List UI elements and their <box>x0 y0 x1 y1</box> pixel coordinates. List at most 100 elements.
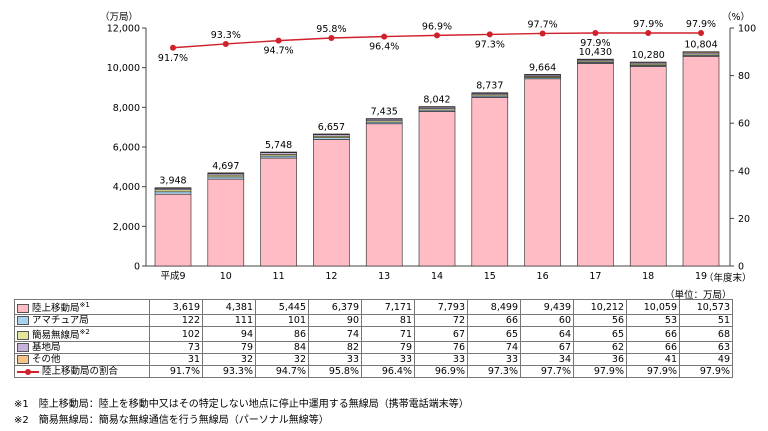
table-cell: 67 <box>520 341 574 355</box>
table-row: 陸上移動局※1 3,619 4,381 5,445 6,379 7,171 7,793 8,4… <box>14 298 733 316</box>
table-cell: 93.3% <box>202 365 256 379</box>
total-label: 7,435 <box>371 107 398 118</box>
bar-segment <box>313 133 350 135</box>
table-cell: 56 <box>573 314 627 328</box>
bar-segment <box>207 172 245 174</box>
ratio-label: 94.7% <box>264 46 294 57</box>
y-axis-label: （万局） <box>100 11 138 23</box>
table-cell: 66 <box>626 341 680 355</box>
bar-segment <box>418 106 456 108</box>
bar-segment <box>524 74 561 76</box>
ratio-point <box>275 37 282 44</box>
ratio-point <box>698 29 704 36</box>
row-label-text: アマチュア局 <box>32 315 89 327</box>
table-cell: 97.9% <box>573 365 627 379</box>
table-cell: 67 <box>414 326 468 343</box>
table-cell: 62 <box>573 341 627 355</box>
y2-tick-label: 40 <box>738 166 750 177</box>
y2-axis-label: （%） <box>722 11 750 23</box>
y2-tick-label: 0 <box>738 262 744 273</box>
x-tick-label: 10 <box>220 271 232 282</box>
bar-segment <box>154 187 192 189</box>
table-cell: 90 <box>308 314 362 328</box>
ratio-label: 97.9% <box>580 38 610 49</box>
y-axis-ticks: 0 2,000 4,000 6,000 8,000 10,000 12,000 <box>107 24 146 273</box>
y-tick-label: 0 <box>134 262 140 273</box>
row-label-text: 簡易無線局 <box>32 330 80 342</box>
ratio-label: 95.8% <box>316 24 346 35</box>
total-label: 10,280 <box>632 50 665 61</box>
y2-tick-label: 80 <box>738 71 750 82</box>
bar-segment <box>365 118 403 120</box>
table-cell: 10,212 <box>573 298 627 316</box>
row-label: アマチュア局 <box>14 314 150 328</box>
x-tick-label: 18 <box>642 271 654 282</box>
y2-tick-label: 60 <box>738 119 750 130</box>
table-cell: 94.7% <box>255 365 309 379</box>
ratio-label: 97.9% <box>633 19 663 30</box>
bars <box>154 51 720 267</box>
total-label: 4,697 <box>212 161 239 172</box>
table-cell: 97.3% <box>467 365 521 379</box>
table-cell: 34 <box>520 353 574 367</box>
bar-segment <box>365 123 403 267</box>
row-label: 基地局 <box>14 341 150 355</box>
x-tick-label: 平成9 <box>160 270 185 282</box>
table-cell: 94 <box>202 326 256 343</box>
ratio-label: 91.7% <box>158 53 188 64</box>
bar-segment <box>524 78 561 267</box>
bar-segment <box>629 61 667 64</box>
table-cell: 65 <box>573 326 627 343</box>
table-row: その他 31 32 32 33 33 33 33 34 36 41 49 <box>14 353 733 367</box>
bar-segment <box>577 58 614 61</box>
table-cell: 4,381 <box>202 298 256 316</box>
legend-swatch <box>17 343 29 353</box>
row-label-footnote-mark: ※2 <box>79 328 90 337</box>
ratio-point <box>381 33 388 40</box>
table-cell: 96.4% <box>361 365 415 379</box>
bar-segment <box>207 176 245 180</box>
table-cell: 32 <box>255 353 309 367</box>
row-label: 陸上移動局※1 <box>14 298 150 316</box>
table-cell: 64 <box>520 326 574 343</box>
total-label: 10,804 <box>684 40 717 51</box>
table-cell: 97.9% <box>679 365 733 379</box>
table-cell: 33 <box>361 353 415 367</box>
x-axis-ticks: 平成9 10 11 12 13 14 15 16 17 18 19 <box>160 270 707 282</box>
y2-tick-label: 100 <box>738 24 756 35</box>
bar-segment <box>154 189 192 193</box>
table-cell: 66 <box>626 326 680 343</box>
bar-segment <box>207 178 245 267</box>
ratio-point <box>486 31 493 38</box>
bar-segment <box>682 51 720 53</box>
legend-swatch <box>17 316 29 326</box>
table-cell: 10,573 <box>679 298 733 316</box>
bar-segment <box>313 139 350 267</box>
table-cell: 7,171 <box>361 298 415 316</box>
table-row: 簡易無線局※2 102 94 86 74 71 67 65 64 65 66 68 <box>14 326 733 343</box>
table-cell: 53 <box>626 314 680 328</box>
table-cell: 60 <box>520 314 574 328</box>
table-cell: 49 <box>679 353 733 367</box>
x-axis-label: （年度末） <box>704 272 752 284</box>
table-row: 陸上移動局の割合 91.7% 93.3% 94.7% 95.8% 96.4% 96.9% 97… <box>14 365 733 379</box>
bar-segment <box>260 157 297 267</box>
table-cell: 97.7% <box>520 365 574 379</box>
ratio-line: 91.7% 93.3% 94.7% 95.8% 96.4% 96.9% 97.3% 97.7%… <box>158 19 716 64</box>
table-cell: 79 <box>202 341 256 355</box>
chart: （万局） （%） （年度末） 0 2,000 4,000 6,000 8,000 10,0… <box>100 11 756 284</box>
table-cell: 6,379 <box>308 298 362 316</box>
row-label: その他 <box>14 353 150 367</box>
total-label: 5,748 <box>265 140 292 151</box>
table-row: アマチュア局 122 111 101 90 81 72 66 60 56 53 51 <box>14 314 733 328</box>
ratio-point <box>539 30 546 37</box>
table-cell: 10,059 <box>626 298 680 316</box>
table-cell: 71 <box>361 326 415 343</box>
table-cell: 72 <box>414 314 468 328</box>
table-cell: 74 <box>308 326 362 343</box>
table-cell: 74 <box>467 341 521 355</box>
table-cell: 86 <box>255 326 309 343</box>
total-label: 9,664 <box>529 62 556 73</box>
table-cell: 101 <box>255 314 309 328</box>
table-cell: 7,793 <box>414 298 468 316</box>
